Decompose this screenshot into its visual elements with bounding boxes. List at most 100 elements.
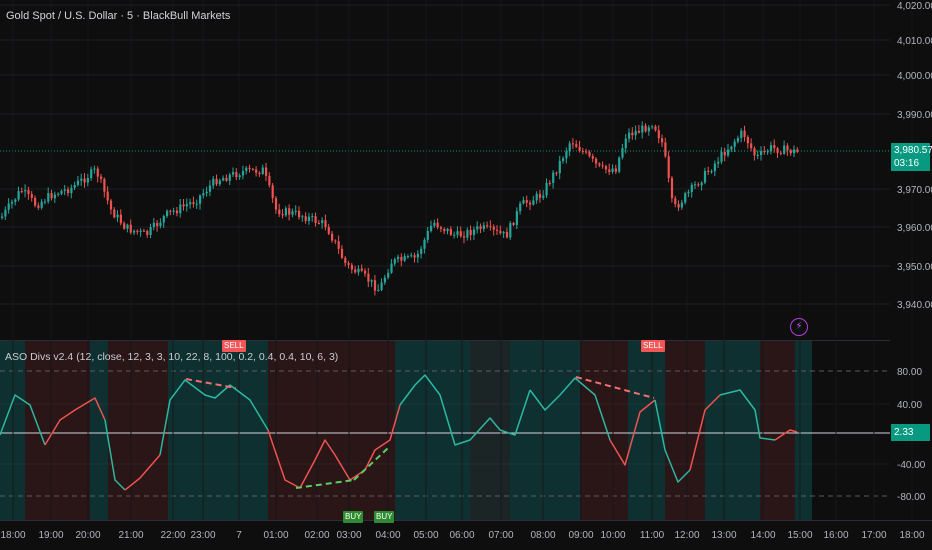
candle-body [232,172,235,175]
candle-body [60,190,63,194]
price-tick-label: 4,020.00 [897,1,932,12]
candle-body [736,138,740,142]
candle-body [350,264,353,270]
time-tick-label: 08:00 [530,530,555,541]
candle-body [525,200,528,203]
candle-body [769,145,773,152]
candle-body [624,138,627,149]
oscillator-line [124,454,161,491]
candle-body [222,177,225,181]
candle-body [152,222,155,227]
candle-body [215,178,218,185]
candle-body [354,269,357,273]
candle-body [509,222,512,238]
candle-body [644,125,647,132]
candle-body [136,230,139,232]
time-tick-label: 13:00 [711,530,736,541]
candle-body [43,201,47,203]
candle-body [459,231,462,237]
candle-body [212,178,215,186]
indicator-title[interactable]: ASO Divs v2.4 (12, close, 12, 3, 3, 10, … [5,351,339,363]
candle-body [268,175,271,186]
lightning-icon[interactable]: ⚡ [790,318,808,336]
candle-body [664,142,667,157]
candle-body [7,203,10,210]
bullish-divergence-line [353,447,389,481]
oscillator-line [719,389,776,441]
candle-body [783,145,786,154]
candle-body [390,263,393,273]
candle-body [380,282,383,290]
candle-body [400,256,403,261]
candle-body [641,125,644,133]
price-tick-label: 3,940.00 [897,300,932,311]
candle-body [776,148,779,153]
oscillator-value-badge: 2.33 [891,424,930,441]
candle-body [166,210,169,217]
candle-body [83,178,86,183]
candle-body [205,191,208,194]
candle-body [14,199,17,202]
sell-signal-label: SELL [641,340,665,352]
candle-body [255,169,258,173]
candle-body [116,214,119,218]
candle-body [86,178,89,183]
time-tick-label: 07:00 [488,530,513,541]
candle-body [278,209,281,215]
time-tick-label: 18:00 [899,530,924,541]
candle-body [637,130,641,133]
candle-body [713,163,716,172]
candle-body [443,228,446,232]
time-tick-label: 04:00 [375,530,400,541]
candle-body [746,136,749,144]
candle-body [284,208,287,216]
candle-body [505,231,509,238]
candle-body [344,257,347,264]
candle-body [403,256,406,261]
candle-body [235,172,238,178]
candle-body [575,144,578,147]
candle-body [703,170,707,183]
candle-body [126,224,129,229]
candle-body [697,184,700,186]
candle-body [202,193,205,196]
candle-body [331,233,334,241]
candle-body [760,151,763,155]
candle-body [139,230,142,232]
candle-body [492,226,495,230]
candle-body [786,145,789,151]
candle-body [162,216,165,223]
price-tick-label: 3,950.00 [897,262,932,273]
candle-body [545,182,548,196]
candle-body [159,222,162,227]
symbol-title[interactable]: Gold Spot / U.S. Dollar · 5 · BlackBull … [6,10,231,22]
buy-signal-label: BUY [374,511,395,523]
candle-body [357,268,360,273]
candle-body [258,172,261,174]
candle-body [182,204,185,207]
bearish-divergence-line [575,376,655,399]
candle-body [47,193,50,202]
candlestick-series [1,121,799,296]
candle-body [499,230,502,234]
price-tick-label: 3,970.00 [897,185,932,196]
candle-body [340,248,344,258]
time-tick-label: 02:00 [304,530,329,541]
candle-body [218,180,221,185]
candle-body [281,214,284,216]
candle-body [793,149,796,154]
candle-body [684,193,687,203]
current-price-badge: 3,980.57 03:16 [891,143,932,171]
candle-body [598,163,601,166]
candle-body [337,241,340,249]
candle-body [453,234,456,236]
candle-body [248,167,251,169]
time-tick-label: 7 [236,530,242,541]
candle-body [175,210,179,214]
signal-zone [25,341,90,520]
candle-body [512,222,515,225]
candle-body [367,273,370,282]
oscillator-line [609,399,656,466]
signal-zone [168,341,268,520]
